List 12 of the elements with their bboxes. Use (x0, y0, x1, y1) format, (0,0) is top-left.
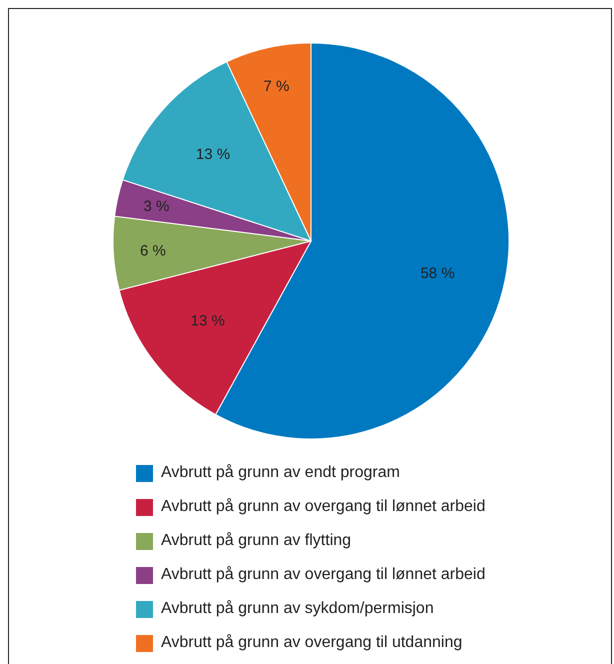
data-label: 3 % (143, 198, 170, 215)
legend-label: Avbrutt på grunn av overgang til utdanning (161, 634, 462, 652)
data-label: 13 % (196, 146, 230, 164)
legend-label: Avbrutt på grunn av overgang til lønnet arbeid (161, 566, 486, 584)
data-label: 7 % (264, 78, 290, 95)
legend-label: Avbrutt på grunn av overgang til lønnet arbeid (161, 498, 486, 516)
legend-label: Avbrutt på grunn av sykdom/permisjon (161, 600, 434, 618)
data-label: 58 % (420, 265, 455, 282)
data-label: 13 % (190, 312, 225, 330)
legend-label: Avbrutt på grunn av endt program (161, 464, 400, 482)
legend-label: Avbrutt på grunn av flytting (161, 532, 352, 550)
data-label: 6 % (140, 242, 166, 260)
